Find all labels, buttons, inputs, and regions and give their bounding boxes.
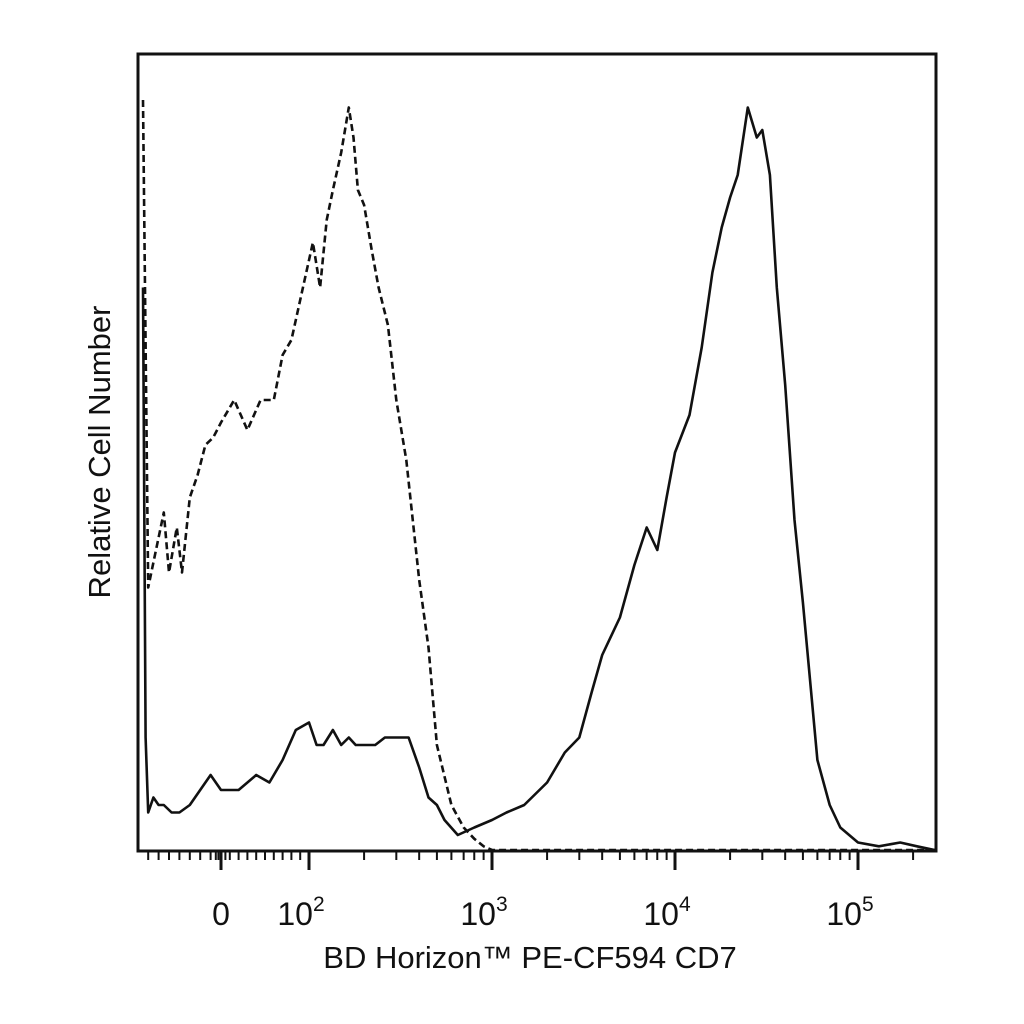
plot-frame xyxy=(136,52,938,853)
x-axis-label: BD Horizon™ PE-CF594 CD7 xyxy=(323,940,736,975)
series-layer xyxy=(141,99,935,852)
x-axis-tick-labels: 0 102 103 104 105 xyxy=(212,893,874,932)
x-tick-label: 105 xyxy=(826,893,873,932)
x-tick-label: 0 xyxy=(212,896,230,932)
x-axis-major-ticks xyxy=(219,851,860,870)
x-tick-label: 104 xyxy=(643,893,691,932)
x-axis-minor-ticks xyxy=(147,851,915,860)
y-axis-label: Relative Cell Number xyxy=(82,306,117,599)
series-line-dashed xyxy=(141,99,935,852)
x-tick-label: 102 xyxy=(277,893,324,932)
x-tick-label: 103 xyxy=(460,893,507,932)
series-line-solid xyxy=(141,106,935,852)
